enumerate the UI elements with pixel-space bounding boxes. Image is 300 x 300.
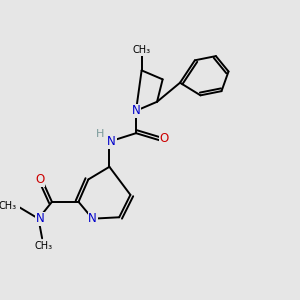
Text: O: O: [160, 132, 169, 145]
Text: N: N: [88, 212, 97, 225]
Text: N: N: [132, 104, 140, 117]
Text: O: O: [35, 173, 44, 187]
Text: N: N: [107, 135, 116, 148]
Text: CH₃: CH₃: [133, 46, 151, 56]
Text: H: H: [95, 129, 104, 139]
Text: CH₃: CH₃: [0, 201, 17, 211]
Text: N: N: [35, 212, 44, 225]
Text: CH₃: CH₃: [34, 241, 52, 251]
